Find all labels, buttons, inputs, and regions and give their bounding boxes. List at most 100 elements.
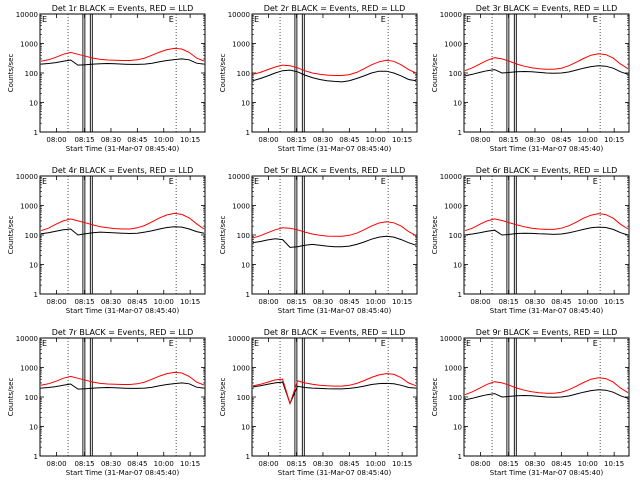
y-tick-label: 100 [237, 394, 250, 402]
x-axis-label: Start Time (31-Mar-07 08:45:40) [278, 307, 392, 315]
x-tick-label: 08:00 [258, 460, 278, 468]
marker-letter: E [466, 177, 471, 186]
y-tick-label: 1 [246, 129, 250, 137]
plot-frame [39, 175, 206, 295]
series-lld-line [252, 59, 417, 76]
x-tick-label: 10:00 [154, 136, 174, 144]
x-tick-label: 08:15 [74, 298, 94, 306]
x-tick-label: 08:45 [339, 136, 359, 144]
marker-letter: E [42, 339, 47, 348]
marker-letter: E [169, 15, 174, 24]
marker-letter: E [381, 339, 386, 348]
panel-det-8: Det 8r BLACK = Events, RED = LLD 1 10 100 10… [219, 328, 418, 477]
x-tick-label: 08:15 [74, 136, 94, 144]
plot-frame [463, 175, 630, 295]
x-axis-label: Start Time (31-Mar-07 08:45:40) [490, 307, 604, 315]
panel-title: Det 7r BLACK = Events, RED = LLD [52, 328, 194, 337]
marker-letter: E [381, 177, 386, 186]
y-tick-label: 1 [34, 291, 38, 299]
y-tick-label: 1 [458, 129, 462, 137]
series-lld-line [464, 377, 629, 396]
x-tick-label: 10:15 [392, 136, 412, 144]
plot-frame [39, 337, 206, 457]
plot-frame [251, 175, 418, 295]
y-tick-label: 10000 [228, 173, 250, 181]
y-tick-label: 100 [25, 394, 38, 402]
x-tick-label: 08:30 [313, 298, 333, 306]
panel-title: Det 8r BLACK = Events, RED = LLD [264, 328, 406, 337]
y-axis-label: Counts/sec [219, 216, 227, 255]
y-tick-label: 1000 [444, 203, 462, 211]
x-tick-label: 08:30 [525, 298, 545, 306]
y-tick-label: 1000 [20, 203, 38, 211]
x-axis-label: Start Time (31-Mar-07 08:45:40) [490, 469, 604, 477]
panel-title: Det 6r BLACK = Events, RED = LLD [476, 166, 618, 175]
x-tick-label: 08:30 [525, 136, 545, 144]
y-axis-label: Counts/sec [219, 378, 227, 417]
marker-letter: E [381, 15, 386, 24]
y-tick-label: 10000 [16, 11, 38, 19]
x-tick-label: 10:15 [180, 298, 200, 306]
y-tick-label: 10 [453, 100, 462, 108]
x-tick-label: 10:15 [392, 460, 412, 468]
y-tick-label: 1 [246, 291, 250, 299]
x-tick-label: 08:30 [313, 460, 333, 468]
x-tick-label: 08:45 [551, 298, 571, 306]
x-tick-label: 08:30 [101, 460, 121, 468]
x-tick-label: 08:45 [127, 298, 147, 306]
marker-letter: E [593, 15, 598, 24]
x-tick-label: 08:45 [551, 460, 571, 468]
y-tick-label: 1000 [444, 365, 462, 373]
y-tick-label: 10000 [440, 173, 462, 181]
x-tick-label: 08:15 [74, 460, 94, 468]
x-tick-label: 08:00 [470, 136, 490, 144]
panel-det-6: Det 6r BLACK = Events, RED = LLD 1 10 100 10… [431, 166, 630, 315]
y-axis-label: Counts/sec [431, 378, 439, 417]
marker-letter: E [466, 15, 471, 24]
y-tick-label: 1000 [444, 41, 462, 49]
x-tick-label: 10:15 [180, 136, 200, 144]
panel-det-3: Det 3r BLACK = Events, RED = LLD 1 10 100 10… [431, 4, 630, 153]
x-axis-label: Start Time (31-Mar-07 08:45:40) [66, 307, 180, 315]
series-events-line [40, 382, 205, 390]
x-tick-label: 08:00 [470, 298, 490, 306]
y-tick-label: 1 [246, 453, 250, 461]
x-tick-label: 08:00 [46, 460, 66, 468]
y-tick-label: 1000 [20, 365, 38, 373]
y-tick-label: 10000 [16, 173, 38, 181]
y-axis-label: Counts/sec [7, 54, 15, 93]
y-tick-label: 10 [453, 424, 462, 432]
panel-title: Det 4r BLACK = Events, RED = LLD [52, 166, 194, 175]
series-events-line [464, 65, 629, 77]
series-lld-line [40, 371, 205, 386]
series-events-line [252, 235, 417, 248]
panel-det-2: Det 2r BLACK = Events, RED = LLD 1 10 100 10… [219, 4, 418, 153]
panel-title: Det 5r BLACK = Events, RED = LLD [264, 166, 406, 175]
series-lld-line [252, 373, 417, 406]
x-tick-label: 10:15 [604, 298, 624, 306]
panel-det-9: Det 9r BLACK = Events, RED = LLD 1 10 100 10… [431, 328, 630, 477]
marker-letter: E [466, 339, 471, 348]
series-events-line [40, 58, 205, 66]
x-tick-label: 10:15 [392, 298, 412, 306]
x-tick-label: 08:00 [46, 298, 66, 306]
y-tick-label: 10000 [228, 335, 250, 343]
y-axis-label: Counts/sec [219, 54, 227, 93]
x-tick-label: 08:45 [127, 460, 147, 468]
x-tick-label: 08:00 [258, 298, 278, 306]
y-tick-label: 100 [449, 394, 462, 402]
x-tick-label: 08:45 [339, 460, 359, 468]
series-events-line [252, 381, 417, 405]
marker-letter: E [593, 177, 598, 186]
x-tick-label: 10:15 [180, 460, 200, 468]
x-axis-label: Start Time (31-Mar-07 08:45:40) [278, 145, 392, 153]
panel-det-7: Det 7r BLACK = Events, RED = LLD 1 10 100 10… [7, 328, 206, 477]
x-axis-label: Start Time (31-Mar-07 08:45:40) [490, 145, 604, 153]
panel-title: Det 2r BLACK = Events, RED = LLD [264, 4, 406, 13]
series-lld-line [252, 221, 417, 239]
panel-det-5: Det 5r BLACK = Events, RED = LLD 1 10 100 10… [219, 166, 418, 315]
x-tick-label: 10:00 [154, 298, 174, 306]
plot-frame [251, 337, 418, 457]
y-tick-label: 1 [34, 129, 38, 137]
